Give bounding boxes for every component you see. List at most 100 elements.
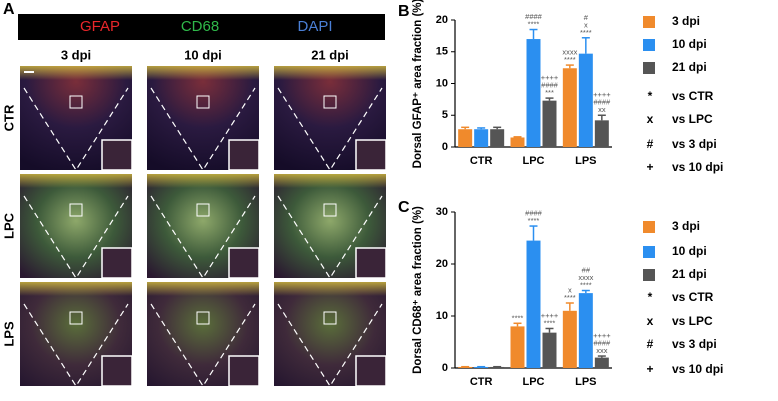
key-label: vs CTR [672,89,714,103]
channel-label: DAPI [297,18,332,35]
key-symbol: * [648,290,653,304]
key-symbol: + [646,362,653,376]
legend-swatch [643,62,655,74]
inset [355,247,387,279]
white-matter-outline [277,87,383,172]
column-label: 3 dpi [61,47,91,62]
x-tick-label: CTR [470,376,493,388]
y-axis-label: Dorsal GFAP⁺ area fraction (%) [412,0,424,168]
key-symbol: * [648,89,653,103]
y-tick-label: 15 [436,46,448,58]
significance: xxxx [578,273,593,282]
white-matter-outline [150,303,256,388]
white-matter-outline [150,195,256,280]
y-tick-label: 20 [436,258,448,270]
significance: #### [593,98,611,107]
significance: **** [564,55,576,64]
key-label: vs 10 dpi [672,160,723,174]
inset [228,139,260,171]
bar [542,332,557,368]
legend-label: 3 dpi [672,219,700,233]
panel-a: GFAP CD68 DAPI 3 dpi 10 dpi 21 dpi CTR LPC LPS [1,18,387,388]
key-symbol: # [647,337,654,351]
bar [578,53,593,147]
roi-box [323,311,337,325]
significance: *** [545,88,554,97]
x-tick-label: CTR [470,155,493,167]
surface-band [20,174,132,188]
channel-header [18,14,385,40]
bar [562,310,577,368]
charts: B Dorsal GFAP⁺ area fraction (%) 0 5 10 15 20 C… [398,0,723,388]
y-tick-label: 5 [442,109,448,121]
bar [458,129,473,147]
x-tick-label: LPS [575,376,596,388]
significance: ## [582,266,591,275]
roi-box [69,203,83,217]
legend-label: 21 dpi [672,60,707,74]
white-matter-outline [277,195,383,280]
key-symbol: # [647,137,654,151]
y-tick-label: 20 [436,14,448,26]
significance: **** [528,20,540,29]
white-matter-outline [23,195,129,280]
key-label: vs 3 dpi [672,337,717,351]
bar [594,357,609,368]
column-label: 10 dpi [184,47,222,62]
bar [526,39,541,147]
legend-label: 21 dpi [672,267,707,281]
surface-band [274,174,386,188]
key-label: vs LPC [672,112,713,126]
y-tick-label: 0 [442,141,448,153]
white-matter-outline [150,87,256,172]
significance: **** [528,216,540,225]
significance: ++++ [541,311,559,320]
significance: **** [544,318,556,327]
legend-label: 10 dpi [672,37,707,51]
surface-band [20,282,132,296]
roi-box [323,95,337,109]
channel-label: GFAP [80,18,120,35]
panel-letter: A [3,1,15,18]
roi-box [196,311,210,325]
surface-band [147,174,259,188]
surface-band [20,66,132,80]
bar [594,120,609,147]
legend-swatch [643,39,655,51]
key-label: vs CTR [672,290,714,304]
significance: #### [525,12,543,21]
bar [578,293,593,368]
legend-swatch [643,16,655,28]
roi-box [69,95,83,109]
bar [490,129,505,147]
row-label: LPS [1,321,16,347]
key-symbol: + [646,160,653,174]
white-matter-outline [277,303,383,388]
y-tick-label: 30 [436,206,448,218]
bar [510,137,525,147]
key-symbol: x [647,112,654,126]
x-tick-label: LPC [523,155,545,167]
significance: ++++ [593,90,611,99]
significance: **** [564,293,576,302]
significance: xxx [596,346,608,355]
significance: xx [598,105,606,114]
inset [101,247,133,279]
surface-band [274,66,386,80]
bar [474,129,489,147]
y-axis-label: Dorsal CD68⁺ area fraction (%) [412,206,424,374]
bar [526,240,541,368]
roi-box [69,311,83,325]
legend-label: 10 dpi [672,244,707,258]
key-label: vs 3 dpi [672,137,717,151]
legend-label: 3 dpi [672,14,700,28]
roi-box [323,203,337,217]
key-symbol: x [647,314,654,328]
significance: #### [593,339,611,348]
significance: **** [580,28,592,37]
roi-box [196,203,210,217]
bar [474,366,489,368]
y-tick-label: 10 [436,310,448,322]
significance: ++++ [541,73,559,82]
